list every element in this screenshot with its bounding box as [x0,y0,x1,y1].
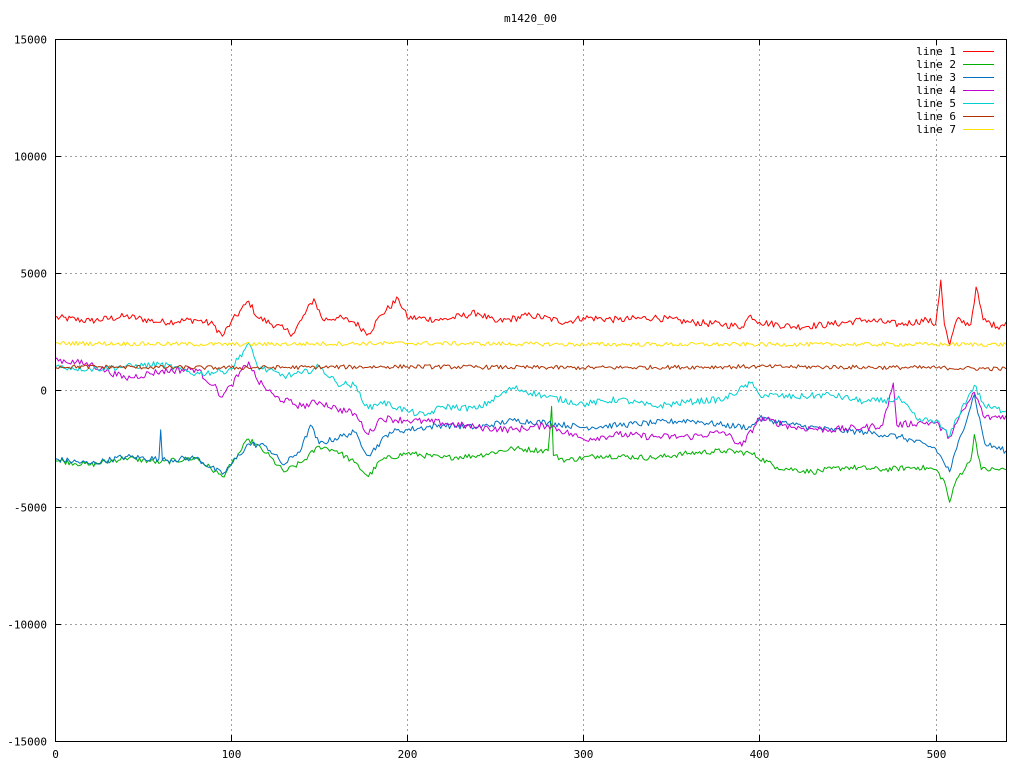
x-tick-label: 500 [927,748,947,761]
x-tick-label: 100 [222,748,242,761]
y-tick-label: 0 [40,385,47,398]
series-line-4 [54,357,1007,447]
axis-ticks: -15000 -10000 -5000 0 5000 10000 15000 0 100 200 3… [7,34,1006,761]
series-line-3 [54,394,1007,475]
grid-lines [55,39,1006,741]
legend-label: line 5 [916,97,956,110]
series-lines [54,279,1007,503]
series-line-5 [54,342,1007,438]
series-line-2 [54,405,1007,503]
series-line-7 [54,340,1007,347]
chart-title: m1420_00 [504,12,557,25]
legend-label: line 3 [916,71,956,84]
x-tick-label: 0 [52,748,59,761]
y-tick-label: 15000 [14,34,47,47]
legend-label: line 1 [916,45,956,58]
legend-label: line 2 [916,58,956,71]
legend-label: line 7 [916,123,956,136]
y-tick-label: 5000 [21,268,48,281]
series-line-1 [54,279,1007,346]
y-tick-label: -15000 [7,736,47,749]
legend-label: line 6 [916,110,956,123]
series-line-6 [54,364,1007,372]
legend-label: line 4 [916,84,956,97]
y-tick-label: -5000 [14,502,47,515]
y-tick-label: 10000 [14,151,47,164]
y-tick-label: -10000 [7,619,47,632]
x-tick-label: 200 [398,748,418,761]
x-tick-label: 300 [574,748,594,761]
x-tick-label: 400 [750,748,770,761]
